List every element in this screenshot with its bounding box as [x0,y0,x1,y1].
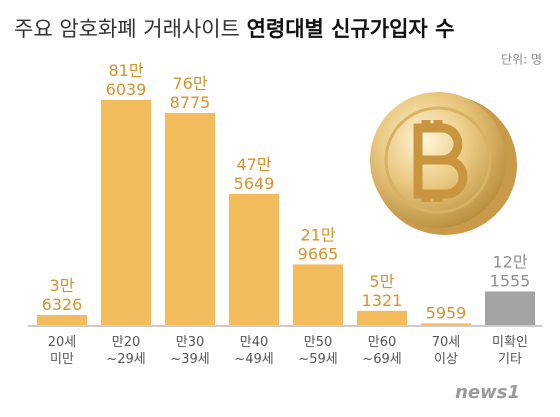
bar [293,264,343,325]
x-tick-label: 만50 ~59세 [298,335,337,367]
x-tick-label: 70세 이상 [432,335,461,367]
value-label: 12만 1555 [490,252,531,290]
bar [485,291,535,325]
unit: 단위: 명 [501,53,542,67]
value-label: 76만 8775 [170,74,211,112]
value-label: 5만 1321 [362,271,403,309]
x-tick-label: 20세 미만 [48,335,77,367]
value-label: 81만 6039 [106,61,147,99]
chart-title: 주요 암호화폐 거래사이트 연령대별 신규가입자 수 [14,17,454,41]
x-tick-label: 만20 ~29세 [106,335,145,367]
bar [165,113,215,325]
x-tick-label: 만30 ~39세 [170,335,209,367]
bar [357,310,407,325]
bar [101,100,151,325]
x-tick-label: 미확인 기타 [492,335,528,367]
value-label: 47만 5649 [234,154,275,192]
bar [37,314,87,325]
value-label: 21만 9665 [298,225,339,263]
x-tick-label: 만60 ~69세 [362,335,401,367]
value-label: 5959 [426,303,467,322]
source-logo: news1 [455,382,520,403]
bar [421,323,471,325]
coin-illustration [370,92,517,235]
bar [229,193,279,325]
value-label: 3만 6326 [42,275,83,313]
x-tick-label: 만40 ~49세 [234,335,273,367]
